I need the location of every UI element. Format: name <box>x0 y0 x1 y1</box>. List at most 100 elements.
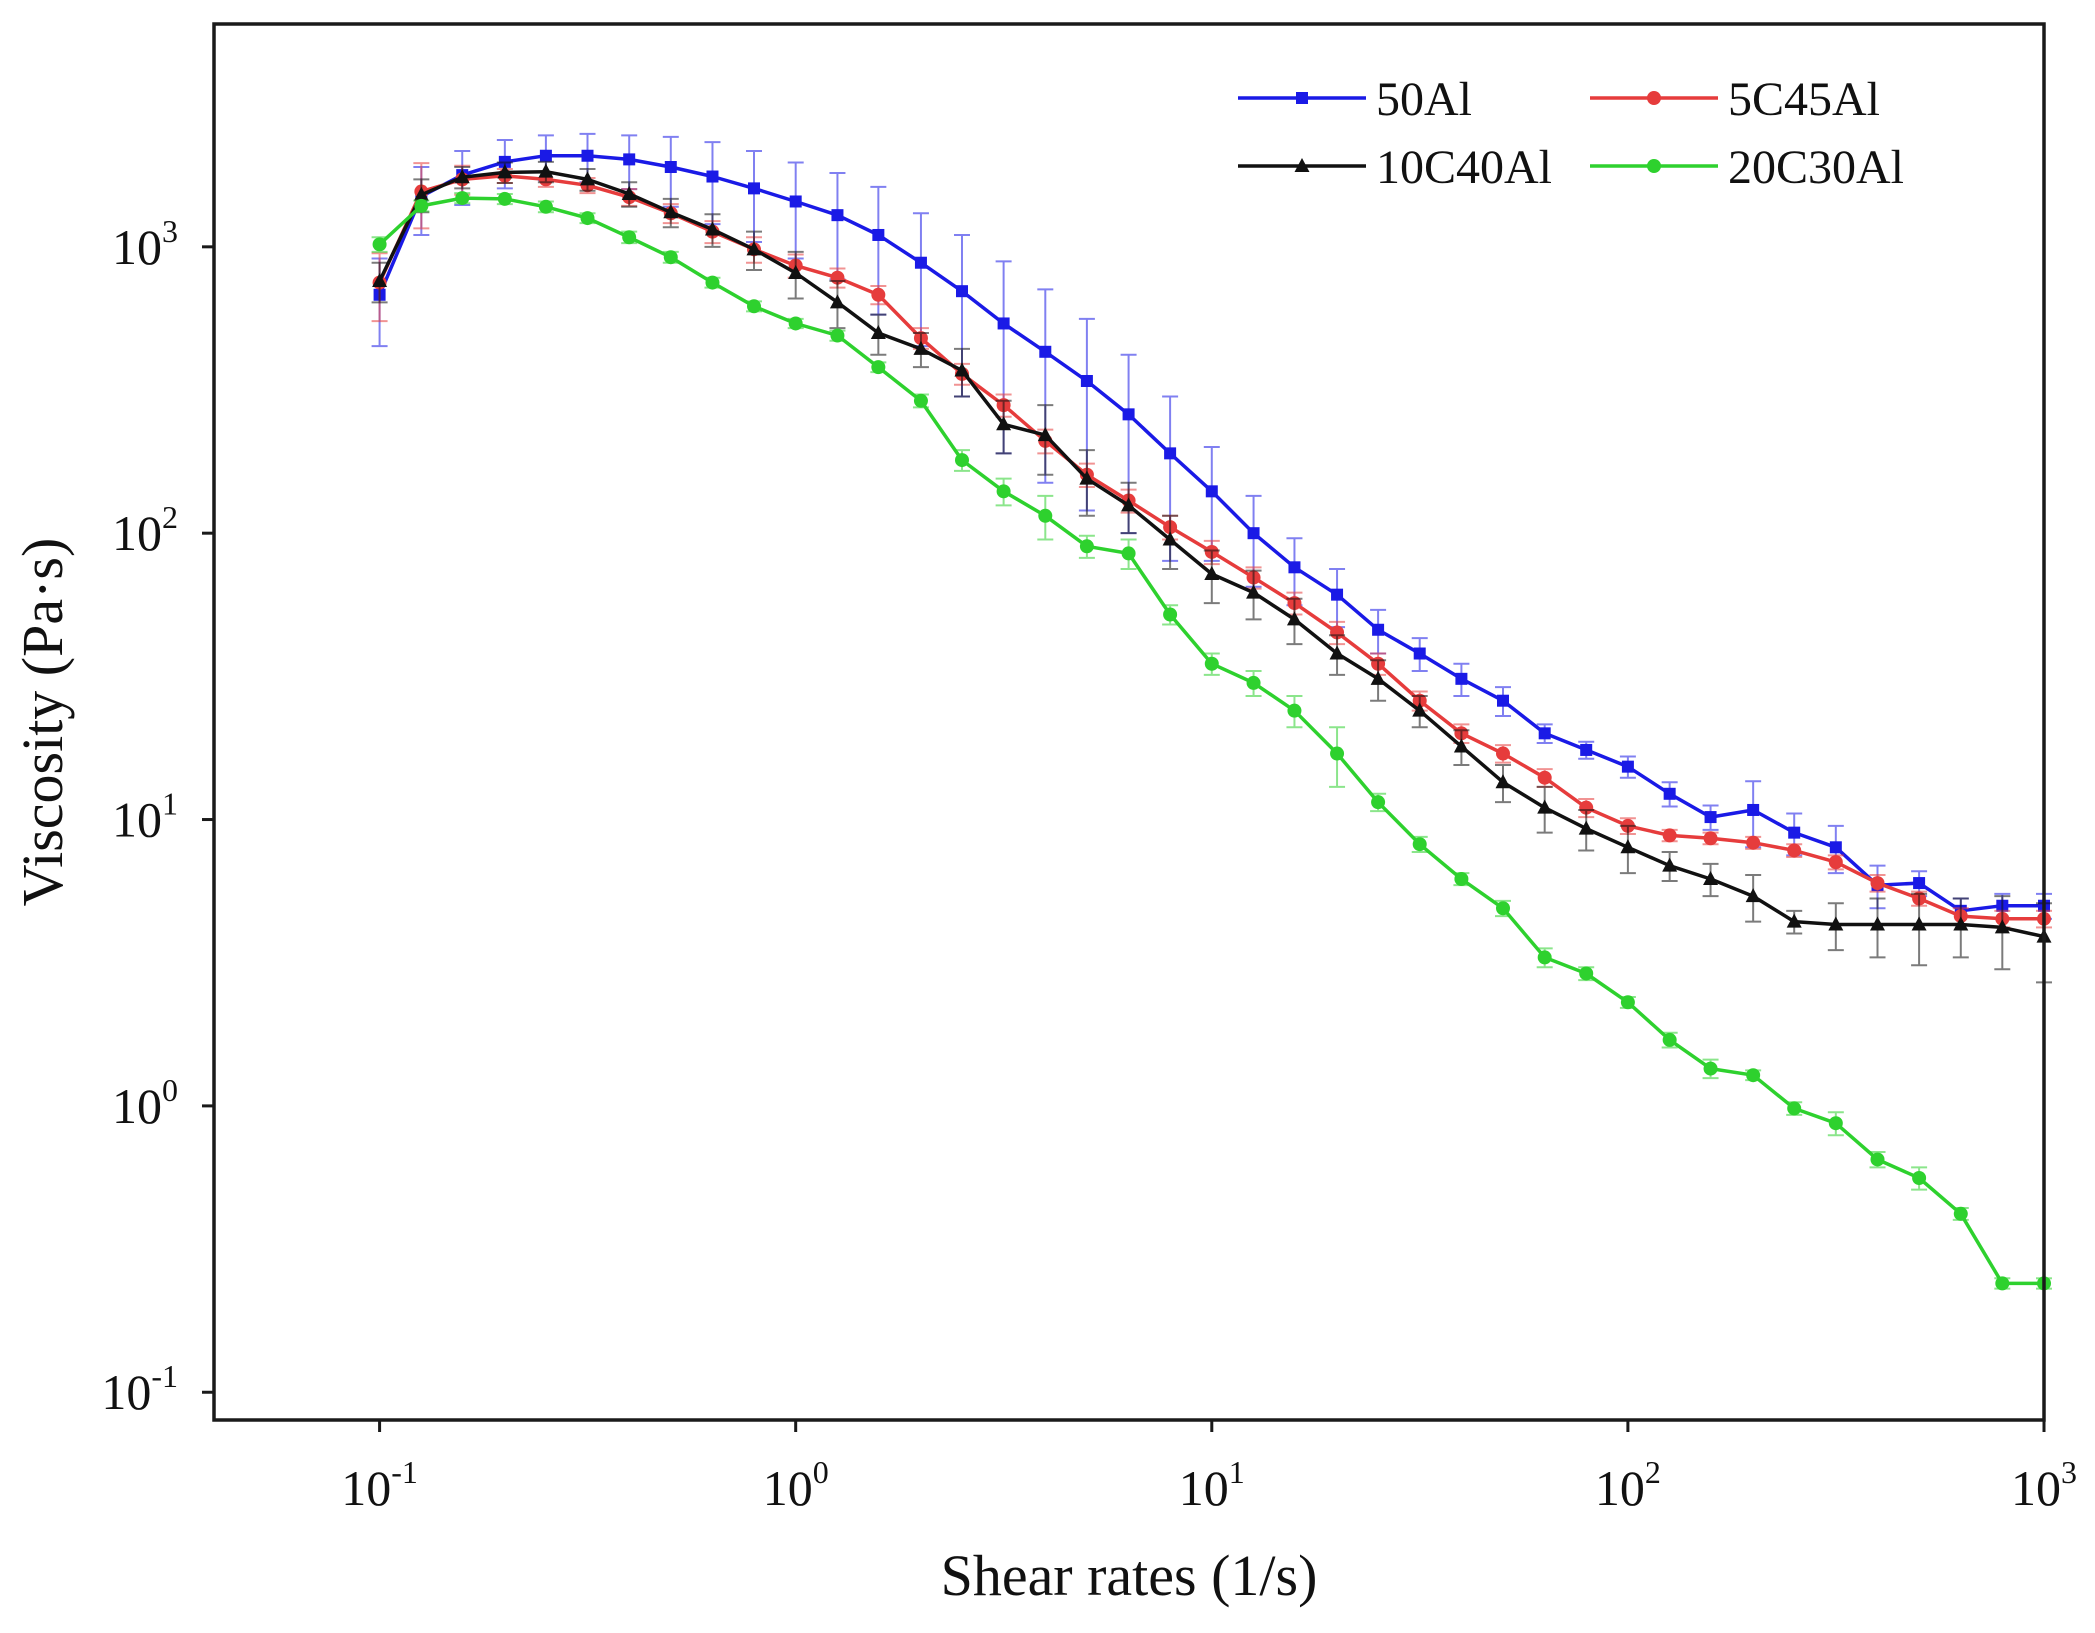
data-point <box>497 191 512 206</box>
data-point <box>1286 611 1302 626</box>
data-point <box>1370 670 1386 685</box>
data-point <box>871 360 886 375</box>
data-point <box>913 340 929 355</box>
data-point <box>996 484 1011 499</box>
data-point <box>1204 566 1220 581</box>
data-point <box>1912 1171 1927 1186</box>
data-point <box>1412 837 1427 852</box>
data-point <box>829 294 845 309</box>
data-point <box>1121 497 1137 512</box>
data-point <box>870 325 886 340</box>
data-point <box>1747 803 1760 816</box>
legend-marker <box>1294 158 1310 172</box>
data-point <box>664 161 677 174</box>
x-tick-label: 103 <box>2011 1454 2077 1516</box>
data-point <box>1662 857 1678 872</box>
data-point <box>1578 820 1594 835</box>
data-point <box>1331 588 1344 601</box>
data-point <box>705 275 720 290</box>
data-point <box>996 416 1012 431</box>
series-20C30Al <box>371 191 2052 1291</box>
legend-label: 5C45Al <box>1728 73 1880 126</box>
data-point <box>1080 374 1093 387</box>
data-point <box>1994 919 2010 934</box>
data-point <box>414 198 429 213</box>
data-point <box>1579 800 1594 815</box>
y-tick-label: 103 <box>112 213 178 275</box>
data-point <box>746 241 762 256</box>
data-point <box>1786 913 1802 928</box>
y-axis-title: Viscosity (Pa·s) <box>10 538 75 907</box>
data-point <box>538 163 554 178</box>
error-bars-10C40Al <box>371 160 2052 984</box>
data-point <box>663 204 679 219</box>
data-point <box>1746 835 1761 850</box>
data-point <box>1995 1276 2010 1291</box>
data-point <box>1703 1061 1718 1076</box>
data-point <box>831 209 844 222</box>
data-point <box>1911 916 1927 931</box>
data-point <box>748 182 761 195</box>
data-point <box>1953 1206 1968 1221</box>
y-tick-label: 102 <box>112 499 178 561</box>
data-point <box>788 316 803 331</box>
data-point <box>1162 531 1178 546</box>
data-point <box>1870 1152 1885 1167</box>
data-point <box>1413 647 1426 660</box>
data-point <box>1372 623 1385 636</box>
data-point <box>1870 916 1886 931</box>
data-point <box>663 250 678 265</box>
data-point <box>621 185 637 200</box>
data-point <box>872 228 885 241</box>
data-point <box>1663 787 1676 800</box>
data-point <box>1329 645 1345 660</box>
legend-marker <box>1647 159 1661 173</box>
data-point <box>789 195 802 208</box>
data-point <box>747 299 762 314</box>
data-point <box>1620 995 1635 1010</box>
data-point <box>1745 888 1761 903</box>
legend-marker <box>1647 91 1661 105</box>
plot-area <box>371 132 2052 1291</box>
data-point <box>788 265 804 280</box>
data-point <box>1828 916 1844 931</box>
data-point <box>580 171 596 186</box>
data-point <box>372 237 387 252</box>
data-point <box>1495 901 1510 916</box>
data-point <box>622 230 637 245</box>
data-point <box>1537 770 1552 785</box>
data-point <box>1537 950 1552 965</box>
series-50Al <box>371 132 2052 926</box>
data-point <box>1703 831 1718 846</box>
data-point <box>1829 841 1842 854</box>
data-point <box>623 153 636 166</box>
data-point <box>1828 1116 1843 1131</box>
data-point <box>913 393 928 408</box>
data-point <box>830 328 845 343</box>
data-point <box>1122 408 1135 421</box>
data-point <box>955 285 968 298</box>
y-tick-label: 101 <box>112 786 178 848</box>
data-point <box>1204 656 1219 671</box>
data-point <box>1039 345 1052 358</box>
data-point <box>1662 1032 1677 1047</box>
data-point <box>1371 795 1386 810</box>
legend: 50Al 5C45Al 10C40Al 20C30Al <box>1238 73 1904 194</box>
x-tick-label: 10-1 <box>341 1454 418 1516</box>
data-point <box>1704 811 1717 824</box>
y-tick-label: 100 <box>112 1072 178 1134</box>
plot-frame <box>212 22 2046 1422</box>
data-point <box>1079 470 1095 485</box>
data-point <box>1247 527 1260 540</box>
data-point <box>1121 546 1136 561</box>
data-point <box>538 199 553 214</box>
data-point <box>1454 871 1469 886</box>
data-point <box>454 169 470 184</box>
data-point <box>914 256 927 269</box>
legend-label: 10C40Al <box>1376 141 1552 194</box>
data-point <box>1038 508 1053 523</box>
data-point <box>1287 703 1302 718</box>
data-point <box>1828 855 1843 870</box>
data-point <box>539 149 552 162</box>
data-point <box>871 287 886 302</box>
